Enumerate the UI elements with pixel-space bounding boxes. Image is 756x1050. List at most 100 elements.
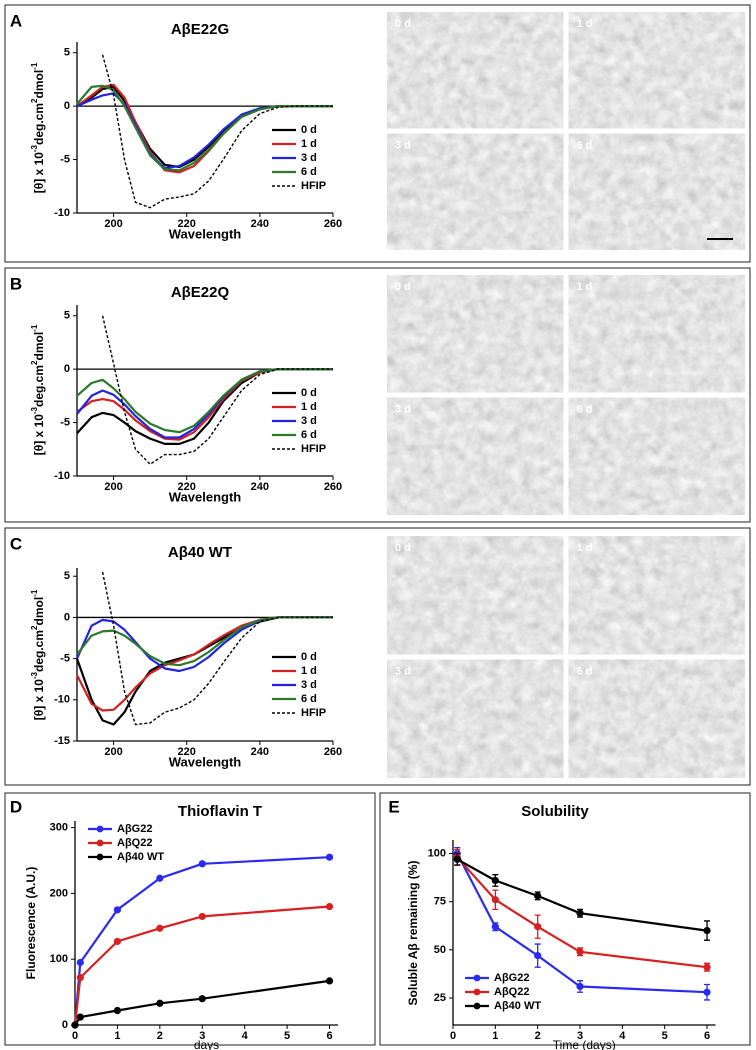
x-tick-label: 6 xyxy=(704,1030,710,1042)
y-axis-label-part: [θ] x 10 xyxy=(32,679,46,720)
data-point xyxy=(491,876,499,885)
panel-letter: C xyxy=(10,534,22,553)
micrograph xyxy=(387,536,564,655)
micrograph-label: 3 d xyxy=(395,403,411,415)
x-tick-label: 240 xyxy=(251,746,269,758)
x-tick-label: 240 xyxy=(251,481,269,493)
chart-title: Solubility xyxy=(521,803,589,820)
legend-marker xyxy=(473,974,481,982)
y-tick-label: -5 xyxy=(60,416,70,428)
data-point xyxy=(491,896,499,904)
legend-label: 3 d xyxy=(301,679,317,691)
data-point xyxy=(576,948,584,956)
micrograph xyxy=(387,659,564,778)
micrograph xyxy=(568,536,745,655)
series-line xyxy=(101,54,333,209)
data-point xyxy=(534,923,542,931)
y-tick-label: 0 xyxy=(62,1019,68,1031)
x-tick-label: 220 xyxy=(178,481,196,493)
x-tick-label: 1 xyxy=(492,1030,498,1042)
legend-label: 1 d xyxy=(301,138,317,150)
legend-label: 6 d xyxy=(301,429,317,441)
micrograph-label: 1 d xyxy=(577,18,593,30)
data-point xyxy=(71,1021,79,1029)
x-tick-label: 5 xyxy=(662,1030,668,1042)
y-axis-label-part: [θ] x 10 xyxy=(32,414,46,455)
micrograph xyxy=(387,133,564,250)
series-line xyxy=(75,616,333,673)
chart-title: AβE22Q xyxy=(171,284,230,301)
data-point xyxy=(534,952,542,960)
micrograph xyxy=(568,275,745,393)
y-axis-label-part: -1 xyxy=(30,62,39,70)
micrograph-label: 3 d xyxy=(395,139,411,151)
legend-label: 6 d xyxy=(301,166,317,178)
x-tick-label: 200 xyxy=(104,218,122,230)
data-point xyxy=(703,963,711,971)
y-axis-label: [θ] x 10-3deg.cm2dmol-1 xyxy=(30,324,46,455)
y-tick-label: 200 xyxy=(50,887,68,899)
data-point xyxy=(76,1013,84,1021)
y-axis-label: [θ] x 10-3deg.cm2dmol-1 xyxy=(30,62,46,193)
data-point xyxy=(534,892,542,900)
legend-label: 3 d xyxy=(301,152,317,164)
micrograph-label: 6 d xyxy=(577,403,593,415)
micrograph-label: 0 d xyxy=(395,18,411,30)
series-line xyxy=(456,858,708,932)
panel-frame xyxy=(4,792,376,1046)
micrograph-label: 1 d xyxy=(577,281,593,293)
series-line xyxy=(101,315,333,465)
data-point xyxy=(113,1006,122,1015)
panel-frame xyxy=(4,267,751,523)
y-axis-label-part: -1 xyxy=(30,324,39,332)
y-axis-label-part: 2 xyxy=(30,360,39,365)
data-point xyxy=(453,855,461,863)
series-line xyxy=(101,571,333,726)
x-tick-label: 3 xyxy=(199,1030,205,1042)
micrograph xyxy=(568,659,745,778)
legend-label: 0 d xyxy=(301,124,317,136)
x-tick-label: 2 xyxy=(157,1030,163,1042)
x-tick-label: 220 xyxy=(178,218,196,230)
micrograph-label: 6 d xyxy=(577,139,593,151)
data-point xyxy=(156,924,164,932)
y-axis-label-part: dmol xyxy=(32,597,46,626)
legend-label: 0 d xyxy=(301,387,317,399)
data-point xyxy=(156,874,164,882)
x-tick-label: 220 xyxy=(178,746,196,758)
legend-marker xyxy=(96,853,104,861)
data-point xyxy=(703,988,711,996)
y-tick-label: 5 xyxy=(64,570,70,582)
y-axis-label-part: deg.cm xyxy=(32,365,46,407)
data-point xyxy=(76,958,84,967)
x-tick-label: 200 xyxy=(104,481,122,493)
y-axis-label: [θ] x 10-3deg.cm2dmol-1 xyxy=(30,589,46,720)
x-axis-label: Time (days) xyxy=(553,1038,616,1050)
panel-frame xyxy=(4,527,751,786)
chart-title: AβE22G xyxy=(171,21,229,38)
x-tick-label: 4 xyxy=(619,1030,626,1042)
series-line xyxy=(73,905,330,1026)
data-point xyxy=(576,909,584,917)
legend-label: 3 d xyxy=(301,415,317,427)
series-line xyxy=(76,368,333,434)
legend-marker xyxy=(473,988,481,996)
legend-label: AβG22 xyxy=(117,823,152,835)
legend-marker xyxy=(473,1002,481,1010)
x-tick-label: 260 xyxy=(324,481,342,493)
y-axis-label: Soluble Aβ remaining (%) xyxy=(406,861,420,1006)
micrograph-label: 3 d xyxy=(395,665,411,677)
series-line xyxy=(76,84,333,172)
micrograph-label: 6 d xyxy=(577,665,593,677)
panel-letter: D xyxy=(10,797,22,816)
x-tick-label: 0 xyxy=(450,1030,456,1042)
y-tick-label: 0 xyxy=(64,611,70,623)
x-axis-label: Wavelength xyxy=(169,226,242,241)
panel-letter: E xyxy=(388,797,399,816)
data-point xyxy=(576,982,584,991)
y-tick-label: -10 xyxy=(54,470,70,482)
y-tick-label: 25 xyxy=(434,992,446,1004)
x-tick-label: 260 xyxy=(324,218,342,230)
data-point xyxy=(325,853,334,861)
